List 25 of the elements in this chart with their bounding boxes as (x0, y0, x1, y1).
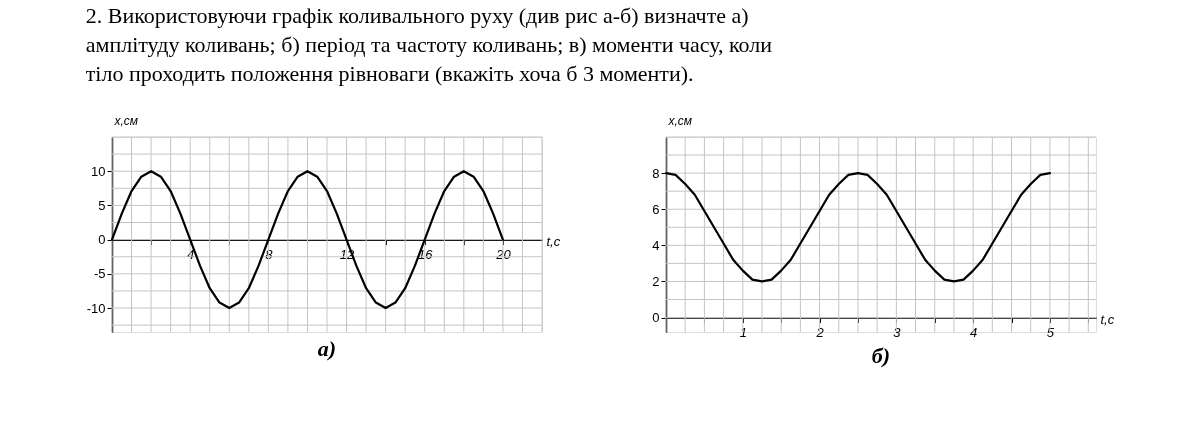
y-tick-label: -5 (93, 266, 106, 282)
x-tick-label: 20 (495, 247, 512, 263)
y-tick-label: 10 (91, 163, 106, 179)
x-tick-label: 4 (970, 325, 978, 341)
y-tick-label: 6 (652, 201, 660, 217)
y-tick-label: 4 (652, 237, 660, 253)
text: а) (317, 335, 337, 361)
x-tick-label: 4 (187, 247, 195, 263)
x-axis-title: t,c (546, 234, 561, 250)
x-axis-title: t,c (1100, 312, 1115, 328)
x-tick-label: 1 (739, 325, 747, 341)
y-tick-label: 8 (652, 165, 660, 181)
x-tick-label: 8 (265, 247, 274, 263)
y-tick-label: 0 (652, 310, 660, 326)
y-axis-title: x,см (113, 113, 139, 128)
y-tick-label: -10 (86, 300, 106, 316)
x-tick-label: 2 (815, 325, 825, 341)
y-axis-title: x,см (667, 113, 693, 128)
y-tick-label: 2 (652, 273, 660, 289)
x-tick-label: 5 (1046, 325, 1055, 341)
text: б) (871, 342, 891, 368)
y-tick-label: 0 (98, 232, 106, 248)
y-tick-label: 5 (98, 197, 106, 213)
x-tick-label: 3 (893, 325, 902, 341)
chart-title: 2. Використовуючи графік коливального руху (див рис а-б) визначте а) амплітуду коливань; б) період та частоту коливань; в) моменти часу, коли тіло проходить положення рівноваги (вкажіть хоча б 3 моменти). (85, 2, 773, 86)
